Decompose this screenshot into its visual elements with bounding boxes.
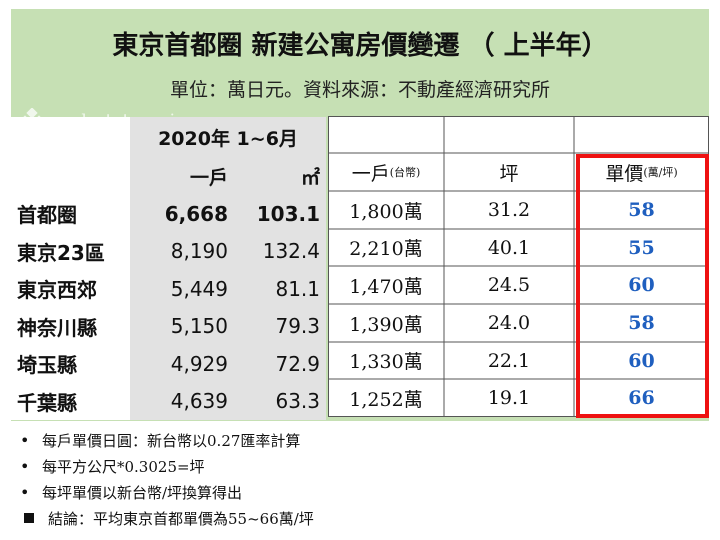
converted-header-price-label: 一戶 <box>351 162 390 185</box>
unit-price-cell: 60 <box>628 274 655 296</box>
bullet-marker: • <box>20 482 30 502</box>
price-cell: 5,150 <box>130 307 234 345</box>
converted-table: 一戶 (台幣) 坪 單價 (萬/坪) 1,800萬 31.2 58 2,210萬 4… <box>328 116 709 417</box>
area-cell: 103.1 <box>234 195 326 232</box>
converted-header-unit-price-unit: (萬/坪) <box>643 166 678 179</box>
converted-header-price-unit: (台幣) <box>389 166 421 179</box>
unit-price-cell: 55 <box>628 236 655 259</box>
page-title: 東京首都圈 新建公寓房價變遷 （ 上半年） <box>112 31 608 61</box>
area-cell: 81.1 <box>234 270 326 307</box>
bullet-marker: • <box>20 456 30 476</box>
converted-header-unit-price: 單價 (萬/坪) <box>574 153 709 191</box>
converted-header-unit-price-label: 單價 <box>605 162 644 185</box>
note-text: 每平方公尺*0.3025=坪 <box>42 457 205 476</box>
source-table-period: 2020年 1~6月 <box>130 117 326 157</box>
note-text: 每戶單價日圓：新台幣以0.27匯率計算 <box>42 431 301 450</box>
converted-table-grid <box>328 116 709 417</box>
converted-header-ping-label: 坪 <box>499 162 519 185</box>
page-subtitle: 單位：萬日元。資料來源：不動產經濟研究所 <box>169 79 550 101</box>
ping-cell: 31.2 <box>487 199 531 221</box>
area-cell: 79.3 <box>234 307 326 345</box>
note-item: • 每戶單價日圓：新台幣以0.27匯率計算 <box>20 428 300 452</box>
note-text: 每坪單價以新台幣/坪換算得出 <box>42 483 243 502</box>
ping-cell: 19.1 <box>487 387 531 409</box>
unit-price-highlight-box <box>576 154 709 418</box>
twd-price-cell: 1,390萬 <box>349 313 423 336</box>
region-label: 首都圈 <box>11 195 130 232</box>
converted-header-ping: 坪 <box>444 153 574 191</box>
twd-price-cell: 1,252萬 <box>349 388 423 411</box>
region-label: 東京23區 <box>11 232 130 270</box>
converted-header-price: 一戶 (台幣) <box>328 153 444 191</box>
area-cell: 132.4 <box>234 232 326 270</box>
price-cell: 6,668 <box>130 195 234 232</box>
ping-cell: 24.5 <box>487 274 531 296</box>
unit-price-cell: 60 <box>628 349 655 372</box>
source-table-corner-2 <box>11 157 130 195</box>
price-cell: 8,190 <box>130 232 234 270</box>
unit-price-cell: 58 <box>628 312 655 334</box>
twd-price-cell: 2,210萬 <box>349 238 423 260</box>
ping-cell: 24.0 <box>487 312 531 334</box>
note-item: • 每平方公尺*0.3025=坪 <box>20 454 205 478</box>
note-text: 結論：平均東京首都單價為55~66萬/坪 <box>48 509 314 528</box>
twd-price-cell: 1,800萬 <box>349 200 423 223</box>
price-cell: 5,449 <box>130 270 234 307</box>
price-cell: 4,639 <box>130 382 234 420</box>
price-cell: 4,929 <box>130 345 234 382</box>
ping-cell: 40.1 <box>487 236 531 259</box>
region-label: 神奈川縣 <box>11 307 130 345</box>
unit-price-cell: 66 <box>628 387 655 409</box>
note-item: • 每坪單價以新台幣/坪換算得出 <box>20 480 242 504</box>
source-table-header-per-unit: 一戶 <box>130 157 234 195</box>
region-label: 埼玉縣 <box>11 345 130 382</box>
note-item: 結論：平均東京首都單價為55~66萬/坪 <box>20 506 314 530</box>
twd-price-cell: 1,470萬 <box>349 275 423 298</box>
area-cell: 72.9 <box>234 345 326 382</box>
ping-cell: 22.1 <box>487 349 531 372</box>
square-bullet-icon <box>24 513 34 523</box>
region-label: 東京西郊 <box>11 270 130 307</box>
twd-price-cell: 1,330萬 <box>349 351 423 373</box>
source-table-corner <box>11 117 130 157</box>
bullet-marker: • <box>20 430 30 450</box>
unit-price-cell: 58 <box>628 199 655 221</box>
region-label: 千葉縣 <box>11 382 130 420</box>
area-cell: 63.3 <box>234 382 326 420</box>
source-table-header-area: ㎡ <box>234 157 326 195</box>
